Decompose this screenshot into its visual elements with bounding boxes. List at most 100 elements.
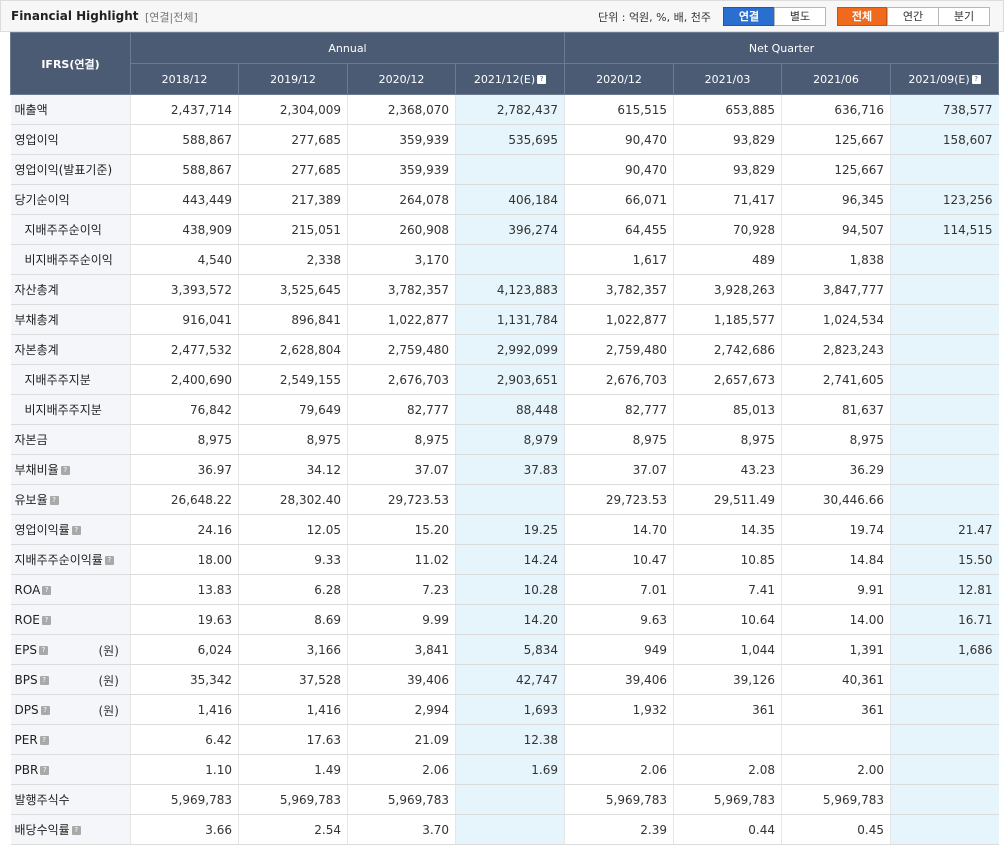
value-cell: 2,782,437 [455, 94, 565, 125]
value-cell: 2,628,804 [238, 334, 348, 365]
value-cell [890, 664, 999, 695]
help-icon[interactable]: ? [39, 675, 49, 685]
value-cell [890, 274, 999, 305]
row-label: EPS [14, 642, 37, 657]
value-cell: 1.49 [238, 754, 348, 785]
help-icon[interactable]: ? [971, 75, 981, 84]
help-icon[interactable]: ? [537, 75, 547, 84]
value-cell: 37.83 [455, 454, 565, 485]
column-header: 2019/12 [238, 63, 348, 95]
value-cell: 1,416 [238, 694, 348, 725]
row-label: 자산총계 [14, 283, 59, 297]
row-label: 배당수익률 [14, 823, 70, 837]
value-cell: 3,928,263 [673, 274, 782, 305]
value-cell: 88,448 [455, 394, 565, 425]
table-row: EPS? (원) 6,024 3,166 3,841 5,834 949 1,044 1,391… [10, 634, 999, 665]
value-cell: 3,166 [238, 634, 348, 665]
help-icon[interactable]: ? [71, 826, 81, 835]
value-cell: 81,637 [781, 394, 891, 425]
help-icon[interactable]: ? [40, 765, 50, 775]
help-icon[interactable]: ? [49, 496, 59, 505]
table-row: 유보율? 26,648.22 28,302.40 29,723.53 29,723.53… [10, 484, 999, 515]
value-cell: 738,577 [890, 94, 999, 125]
value-cell [673, 724, 782, 755]
row-label-cell: 지배주주순이익 [10, 214, 131, 245]
value-cell: 2,368,070 [347, 94, 456, 125]
annual-button[interactable]: 연간 [887, 7, 939, 26]
value-cell: 93,829 [673, 124, 782, 155]
value-cell: 361 [781, 694, 891, 725]
row-label-cell: 지배주주지분 [10, 364, 131, 395]
help-icon[interactable]: ? [39, 735, 49, 745]
value-cell: 36.29 [781, 454, 891, 485]
value-cell: 2,759,480 [564, 334, 674, 365]
help-icon[interactable]: ? [42, 585, 52, 595]
value-cell: 29,723.53 [564, 484, 674, 515]
value-cell: 7.41 [673, 574, 782, 605]
help-icon[interactable]: ? [38, 645, 48, 655]
row-label-cell: 영업이익률? [10, 514, 131, 545]
row-label: 지배주주순이익률 [14, 553, 103, 567]
value-cell: 2.00 [781, 754, 891, 785]
row-label: ROA [14, 582, 41, 597]
value-cell: 6.42 [130, 724, 239, 755]
value-cell: 8,979 [455, 424, 565, 455]
row-unit-label: (원) [98, 704, 119, 718]
value-cell: 489 [673, 244, 782, 275]
row-label-cell: PER? [10, 724, 131, 755]
value-cell: 34.12 [238, 454, 348, 485]
row-unit-label: (원) [98, 674, 119, 688]
value-cell: 949 [564, 634, 674, 665]
column-header-label: 2021/03 [704, 72, 751, 86]
value-cell: 2,759,480 [347, 334, 456, 365]
value-cell: 5,834 [455, 634, 565, 665]
value-cell: 5,969,783 [347, 784, 456, 815]
value-cell [890, 754, 999, 785]
value-cell: 2,338 [238, 244, 348, 275]
value-cell: 96,345 [781, 184, 891, 215]
help-icon[interactable]: ? [60, 466, 70, 475]
help-icon[interactable]: ? [41, 615, 51, 625]
value-cell: 217,389 [238, 184, 348, 215]
value-cell: 2,903,651 [455, 364, 565, 395]
value-cell: 14.00 [781, 604, 891, 635]
value-cell: 42,747 [455, 664, 565, 695]
value-cell: 2,549,155 [238, 364, 348, 395]
value-cell: 15.20 [347, 514, 456, 545]
value-cell: 4,123,883 [455, 274, 565, 305]
row-label: BPS [14, 672, 38, 687]
help-icon[interactable]: ? [104, 556, 114, 565]
help-icon[interactable]: ? [71, 526, 81, 535]
help-icon[interactable]: ? [40, 705, 50, 715]
value-cell: 12.05 [238, 514, 348, 545]
table-row: 비지배주주지분 76,842 79,649 82,777 88,448 82,777 85,… [10, 394, 999, 425]
value-cell [890, 424, 999, 455]
value-cell [455, 784, 565, 815]
value-cell: 2.06 [347, 754, 456, 785]
value-cell: 636,716 [781, 94, 891, 125]
value-cell [455, 484, 565, 515]
table-row: 자본총계 2,477,532 2,628,804 2,759,480 2,992,099… [10, 334, 999, 365]
value-cell: 3.66 [130, 814, 239, 845]
row-label-cell: 영업이익 [10, 124, 131, 155]
separate-button[interactable]: 별도 [774, 7, 826, 26]
value-cell: 2,657,673 [673, 364, 782, 395]
consolidated-button[interactable]: 연결 [723, 7, 775, 26]
quarter-button[interactable]: 분기 [938, 7, 990, 26]
value-cell: 260,908 [347, 214, 456, 245]
value-cell: 40,361 [781, 664, 891, 695]
value-cell: 36.97 [130, 454, 239, 485]
value-cell: 39,406 [564, 664, 674, 695]
value-cell: 10.47 [564, 544, 674, 575]
row-label: 부채총계 [14, 313, 59, 327]
row-label-cell: 부채비율? [10, 454, 131, 485]
value-cell: 896,841 [238, 304, 348, 335]
value-cell: 615,515 [564, 94, 674, 125]
value-cell: 39,126 [673, 664, 782, 695]
row-label-cell: 자본총계 [10, 334, 131, 365]
value-cell: 8,975 [673, 424, 782, 455]
column-header-label: 2018/12 [161, 72, 208, 86]
value-cell: 24.16 [130, 514, 239, 545]
all-button[interactable]: 전체 [837, 7, 887, 26]
column-header-label: 2021/12(E) [473, 72, 536, 86]
